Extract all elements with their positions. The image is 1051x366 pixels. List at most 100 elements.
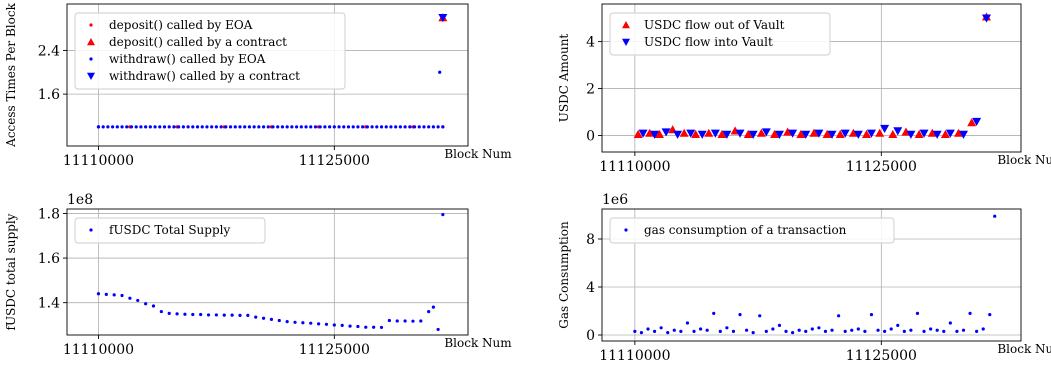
point-s1-4 [120,293,124,298]
point-s1-45 [436,327,440,332]
point-s1-12 [705,328,709,332]
point-s1-2 [104,292,108,297]
point-s3-66 [403,125,407,129]
point-s1-23 [914,129,924,138]
point-s1-19 [751,331,755,335]
point-s1-41 [411,319,415,323]
point-s1-6 [666,331,670,335]
point-s1-34 [850,328,854,332]
point-s3-11 [144,125,148,129]
point-s1-23 [269,317,274,321]
point-s3-41 [285,125,289,129]
point-s1-42 [902,329,906,333]
point-s2-4 [673,130,683,139]
point-s1-20 [875,128,885,137]
point-s3-16 [167,125,171,129]
point-s1-10 [743,129,753,138]
point-s1-55 [988,313,992,317]
point-s3-34 [252,125,256,129]
point-s3-29 [228,125,233,129]
x-tick-label: 11125000 [299,153,370,169]
legend-box [609,217,895,244]
point-s1-16 [822,129,832,138]
legend-box [609,12,831,56]
axes-frame [66,3,469,147]
point-s1-14 [199,312,203,317]
legend: fUSDC Total Supply [74,217,266,244]
point-s1-16 [214,313,218,317]
axes-frame [601,3,1022,153]
point-s1-25 [940,129,950,138]
point-s3-33 [247,125,252,129]
point-s1-1 [633,129,643,138]
point-s1-23 [777,323,782,327]
point-s3-13 [153,125,157,129]
y-tick-label: 8 [586,232,595,248]
point-s1-26 [293,320,297,324]
point-s1-27 [804,329,808,333]
point-s1-38 [387,318,391,323]
point-s1-42 [419,319,423,323]
legend-label-2: deposit() called by a contract [109,35,287,49]
x-tick-label: 11110000 [63,342,134,358]
data-markers [633,214,997,335]
legend-label-1: USDC flow out of Vault [644,18,785,32]
point-s3-40 [280,125,285,129]
point-s3-46 [309,125,313,129]
point-s1-43 [909,328,913,332]
point-s3-68 [412,125,417,129]
point-s1-27 [301,321,305,325]
legend-box [74,12,346,90]
point-s1-29 [817,326,821,330]
point-s1-15 [809,128,819,137]
point-s3-6 [120,125,124,129]
point-s3-30 [233,125,237,129]
point-s3-27 [219,125,223,129]
point-s1-28 [810,327,814,331]
point-s3-64 [394,125,398,129]
point-s3-70 [422,125,426,129]
x-axis-label: Block Num [444,336,512,350]
point-s1-6 [691,129,701,138]
point-s1-21 [888,129,898,138]
point-s1-1 [96,292,101,296]
point-s2-15 [814,129,824,138]
point-s2-25 [945,129,955,138]
point-s1-44 [915,311,920,315]
point-s3-10 [139,125,143,129]
y-tick-label: 1.6 [38,251,60,267]
point-s1-2 [639,331,644,335]
legend-marker-3 [89,57,93,61]
point-s3-48 [318,125,322,129]
point-s3-71 [427,125,431,129]
point-s3-72 [431,125,436,129]
point-s1-37 [869,313,874,317]
legend-label-2: USDC flow into Vault [644,35,773,49]
legend-marker-1 [89,228,93,232]
point-s1-11 [756,128,766,137]
y-axis-label: Access Times Per Block [4,2,18,147]
point-s3-21 [191,125,195,129]
point-s2-22 [906,130,916,139]
point-s1-5 [679,128,689,137]
point-s3-63 [389,125,393,129]
point-s2-21 [893,127,903,136]
chart-panel-3: 11110000 11125000 1.4 1.6 1.8 Block Num fUSDC … [4,192,512,358]
point-s2-23 [919,129,929,138]
point-s1-30 [324,322,329,326]
x-tick-label: 11125000 [299,342,370,358]
legend-marker-4 [87,72,95,80]
legend-marker-2 [622,38,630,46]
point-s2-16 [827,130,837,139]
point-s3-43 [294,125,299,129]
point-s2-6 [697,130,707,139]
point-s3-23 [200,125,204,129]
point-s1-18 [848,128,858,137]
point-s1-1 [633,329,637,333]
point-s1-28 [309,321,313,325]
point-s1-31 [830,328,834,332]
point-s2-19 [866,129,876,138]
y-tick-label: 1.6 [38,87,60,103]
y-tick-label: 4 [586,35,595,51]
point-s1-32 [340,323,344,328]
